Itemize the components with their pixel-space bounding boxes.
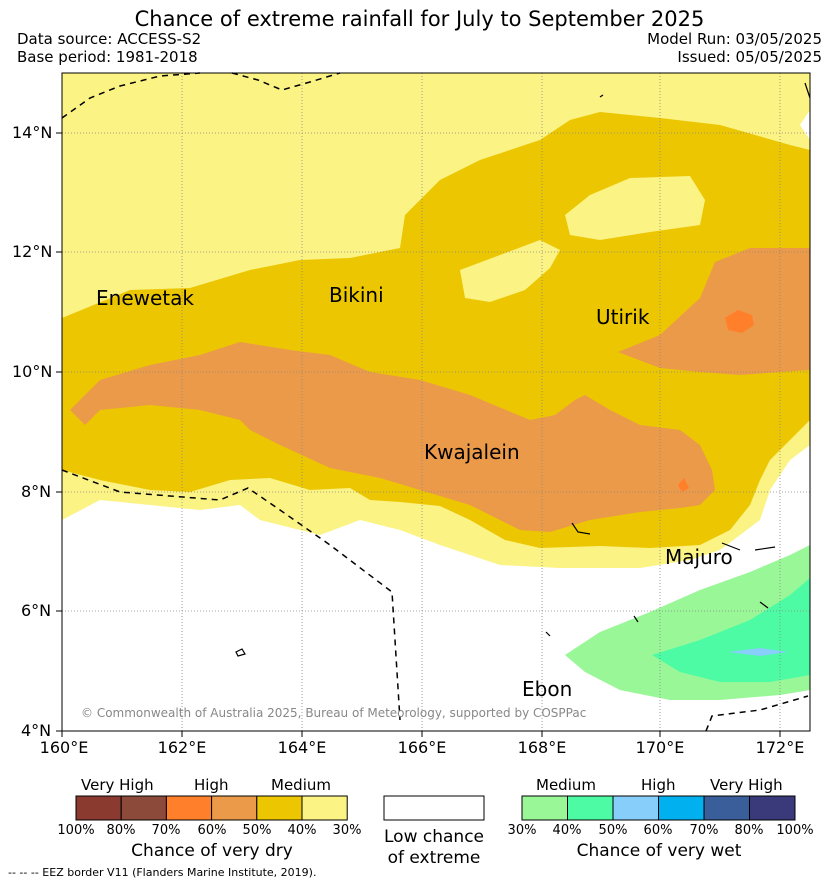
dry-swatch-4 xyxy=(256,795,303,821)
lon-label-166e: 166°E xyxy=(397,738,447,757)
dry-caption: Chance of very dry xyxy=(131,841,293,861)
dry-tick-40: 40% xyxy=(287,823,317,838)
wet-tick-50: 50% xyxy=(598,823,628,838)
wet-colorbar xyxy=(521,795,796,821)
dry-swatch-1 xyxy=(120,795,167,821)
lon-label-160e: 160°E xyxy=(39,738,89,757)
dry-tick-80: 80% xyxy=(106,823,136,838)
islands xyxy=(235,82,811,657)
place-majuro: Majuro xyxy=(665,545,733,569)
dry-tick-50: 50% xyxy=(242,823,272,838)
map-frame xyxy=(61,72,811,732)
wet-tick-80: 80% xyxy=(734,823,764,838)
dry-swatch-0 xyxy=(75,795,122,821)
chart-title: Chance of extreme rainfall for July to S… xyxy=(134,7,705,31)
lat-label-8n: 8°N xyxy=(21,482,52,501)
wet-swatch-4 xyxy=(703,795,750,821)
dry-60-70-spot-2 xyxy=(678,478,689,492)
data-source: Data source: ACCESS-S2 xyxy=(17,30,202,48)
wet-header-high: High xyxy=(641,776,676,794)
dry-tick-60: 60% xyxy=(197,823,227,838)
dry-swatch-5 xyxy=(301,795,348,821)
wet-tick-60: 60% xyxy=(643,823,673,838)
wet-40-50-zone xyxy=(652,578,810,682)
wet-swatch-5 xyxy=(749,795,796,821)
dry-swatch-3 xyxy=(211,795,258,821)
lat-label-14n: 14°N xyxy=(12,123,53,142)
lat-label-4n: 4°N xyxy=(21,721,52,740)
dry-50-60-zone-east xyxy=(618,248,810,375)
eez-borders xyxy=(61,72,809,732)
wet-tick-100: 100% xyxy=(776,823,814,838)
wet-swatch-0 xyxy=(521,795,568,821)
wet-tick-70: 70% xyxy=(689,823,719,838)
dry-swatch-2 xyxy=(165,795,213,821)
dry-tick-70: 70% xyxy=(151,823,181,838)
place-kwajalein: Kwajalein xyxy=(424,440,520,464)
copyright-notice: © Commonwealth of Australia 2025, Bureau… xyxy=(81,706,587,720)
lon-label-170e: 170°E xyxy=(635,738,685,757)
dry-60-70-spot xyxy=(725,310,754,333)
low-chance-caption-2: of extreme xyxy=(387,848,481,868)
lon-label-162e: 162°E xyxy=(157,738,207,757)
base-period: Base period: 1981-2018 xyxy=(17,48,198,66)
wet-tick-40: 40% xyxy=(552,823,582,838)
lon-label-164e: 164°E xyxy=(277,738,327,757)
low-chance-caption-1: Low chance xyxy=(384,827,484,847)
wet-swatch-1 xyxy=(567,795,614,821)
lon-label-168e: 168°E xyxy=(517,738,567,757)
wet-header-very-high: Very High xyxy=(710,776,783,794)
dry-tick-100: 100% xyxy=(57,823,95,838)
lat-label-12n: 12°N xyxy=(12,242,53,261)
place-enewetak: Enewetak xyxy=(96,286,194,310)
wet-50-60-zone xyxy=(728,648,788,656)
lat-label-10n: 10°N xyxy=(12,362,53,381)
place-utirik: Utirik xyxy=(596,305,650,329)
lat-label-6n: 6°N xyxy=(21,601,52,620)
low-chance-swatch xyxy=(383,795,485,821)
eez-footnote: -- -- -- EEZ border V11 (Flanders Marine… xyxy=(8,866,317,879)
model-run: Model Run: 03/05/2025 xyxy=(647,30,822,48)
place-ebon: Ebon xyxy=(522,677,573,701)
axis-ticks xyxy=(56,132,781,737)
lon-label-172e: 172°E xyxy=(755,738,805,757)
dry-colorbar xyxy=(75,795,348,821)
wet-header-medium: Medium xyxy=(536,776,596,794)
wet-caption: Chance of very wet xyxy=(576,841,742,861)
issued-date: Issued: 05/05/2025 xyxy=(677,48,822,66)
dry-30-40-hole xyxy=(565,176,705,240)
place-bikini: Bikini xyxy=(329,283,384,307)
rainfall-map xyxy=(56,72,811,737)
dry-header-medium: Medium xyxy=(271,776,331,794)
wet-swatch-3 xyxy=(658,795,705,821)
dry-header-very-high: Very High xyxy=(81,776,154,794)
dry-30-40-hole-2 xyxy=(460,240,560,302)
dry-header-high: High xyxy=(194,776,229,794)
dry-50-60-zone-west xyxy=(70,342,715,532)
wet-tick-30: 30% xyxy=(507,823,537,838)
dry-tick-30: 30% xyxy=(332,823,362,838)
wet-swatch-2 xyxy=(612,795,659,821)
